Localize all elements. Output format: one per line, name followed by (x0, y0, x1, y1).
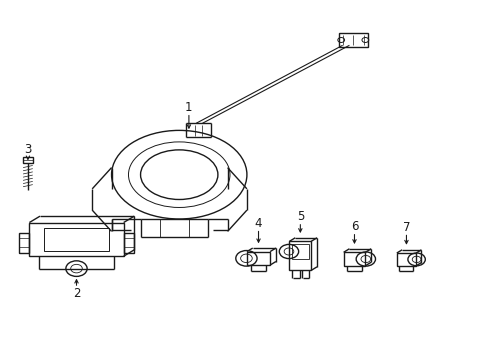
Text: 1: 1 (185, 101, 192, 114)
Text: 2: 2 (73, 287, 80, 300)
Text: 6: 6 (350, 220, 358, 233)
Text: 7: 7 (402, 221, 409, 234)
Text: 5: 5 (296, 210, 304, 223)
Bar (246, 252, 269, 265)
Bar (44, 228, 109, 251)
Text: 3: 3 (24, 143, 32, 156)
Bar (291, 244, 308, 259)
Bar (396, 253, 415, 266)
Bar (289, 241, 310, 270)
Bar (22, 157, 33, 163)
Bar (338, 33, 367, 47)
Bar (343, 252, 365, 266)
Text: 4: 4 (254, 217, 262, 230)
Bar (29, 222, 123, 256)
